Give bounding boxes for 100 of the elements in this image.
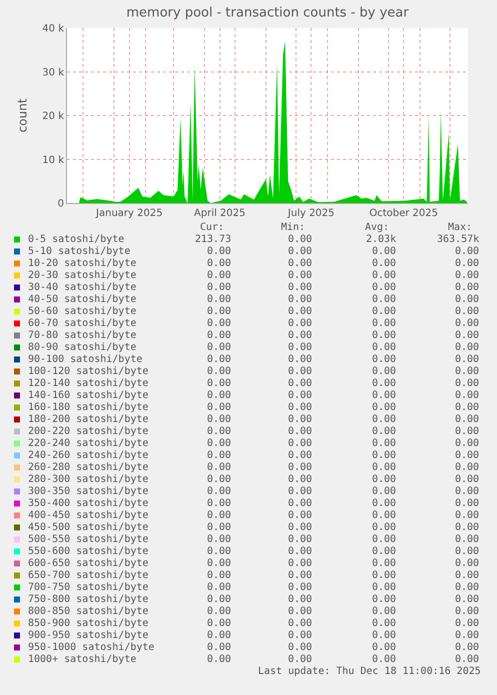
text: 0.00 (372, 282, 396, 293)
text: 0.00 (207, 426, 232, 437)
text: 0.00 (372, 654, 396, 665)
text: 0.00 (288, 390, 312, 401)
text: Max: (448, 222, 472, 233)
text: 0.00 (455, 558, 480, 569)
text: 0.00 (288, 462, 312, 473)
legend-label: 200-220 satoshi/byte (28, 426, 148, 437)
legend-label: 5-10 satoshi/byte (28, 246, 130, 257)
x-tick-label: October 2025 (369, 208, 438, 219)
text: 0.00 (288, 270, 312, 281)
text: 0.00 (207, 606, 232, 617)
text: 0.00 (372, 258, 396, 269)
legend-label: 950-1000 satoshi/byte (28, 642, 154, 653)
legend-label: 140-160 satoshi/byte (28, 390, 148, 401)
text: 0.00 (372, 618, 396, 629)
text: 0.00 (288, 582, 312, 593)
text: 0.00 (288, 438, 312, 449)
x-tick-label: April 2025 (194, 208, 246, 219)
text: 0.00 (455, 570, 480, 581)
text: 0.00 (372, 378, 396, 389)
text: 0.00 (455, 486, 480, 497)
text: 0.00 (455, 402, 480, 413)
y-tick-label: 30 k (42, 67, 64, 78)
text: Last update: Thu Dec 18 11:00:16 2025 (258, 666, 481, 677)
y-tick-label: 40 k (42, 24, 64, 34)
text: 0.00 (207, 570, 232, 581)
legend-label: 20-30 satoshi/byte (28, 270, 136, 281)
legend-label: 160-180 satoshi/byte (28, 402, 148, 413)
text: 0.00 (207, 318, 232, 329)
legend-label: 80-90 satoshi/byte (28, 342, 136, 353)
text: 0.00 (455, 342, 480, 353)
legend-label: 280-300 satoshi/byte (28, 474, 148, 485)
text: 0.00 (372, 642, 396, 653)
text: 0.00 (288, 258, 312, 269)
legend-label: 240-260 satoshi/byte (28, 450, 148, 461)
text: 0.00 (207, 522, 232, 533)
legend-label: 90-100 satoshi/byte (28, 354, 142, 365)
text: 0.00 (207, 558, 232, 569)
chart-title: memory pool - transaction counts - by year (126, 6, 410, 21)
text: 0.00 (207, 306, 232, 317)
text: 0.00 (207, 594, 232, 605)
y-tick-label: 20 k (42, 111, 64, 122)
y-tick-label: 10 k (42, 154, 64, 166)
text: 0.00 (455, 594, 480, 605)
text: 0.00 (455, 474, 480, 485)
text: 0.00 (372, 390, 396, 401)
text: 0.00 (455, 462, 480, 473)
text: 0.00 (455, 546, 480, 557)
text: Cur: (200, 222, 224, 233)
text: 0.00 (207, 414, 232, 425)
text: 0.00 (288, 414, 312, 425)
text: 0.00 (372, 366, 396, 377)
text: 0.00 (207, 642, 232, 653)
legend-label: 1000+ satoshi/byte (28, 654, 136, 665)
text: 0.00 (207, 498, 232, 509)
text: 0.00 (288, 570, 312, 581)
text: 0.00 (288, 558, 312, 569)
text: 0.00 (288, 426, 312, 437)
text: 0.00 (372, 402, 396, 413)
text: 0.00 (288, 474, 312, 485)
text: 0.00 (372, 534, 396, 545)
x-tick-label: January 2025 (95, 208, 163, 219)
text: 0.00 (288, 450, 312, 461)
text: 0.00 (207, 330, 232, 341)
text: 0.00 (207, 486, 232, 497)
text: 363.57k (437, 234, 480, 245)
text: 0.00 (455, 258, 480, 269)
legend-label: 70-80 satoshi/byte (28, 330, 136, 341)
text: 0.00 (455, 390, 480, 401)
text: 0.00 (372, 246, 396, 257)
text: 0.00 (455, 582, 480, 593)
text: 0.00 (372, 294, 396, 305)
x-tick-label: July 2025 (286, 208, 335, 219)
text: 0.00 (207, 510, 232, 521)
legend-label: 750-800 satoshi/byte (28, 594, 148, 605)
text: 0.00 (207, 654, 232, 665)
text: 0.00 (207, 366, 232, 377)
legend-label: 180-200 satoshi/byte (28, 414, 148, 425)
text: 0.00 (372, 486, 396, 497)
text: 0.00 (207, 630, 232, 641)
text: 0.00 (207, 354, 232, 365)
text: 0.00 (288, 318, 312, 329)
text: 0.00 (288, 594, 312, 605)
text: 0.00 (455, 354, 480, 365)
text: 213.73 (195, 234, 232, 245)
text: 0.00 (455, 642, 480, 653)
text: 0.00 (288, 402, 312, 413)
text: 0.00 (455, 318, 480, 329)
text: 0.00 (207, 546, 232, 557)
text: 0.00 (288, 366, 312, 377)
legend-label: 700-750 satoshi/byte (28, 582, 148, 593)
text: 0.00 (455, 246, 480, 257)
text: 0.00 (207, 462, 232, 473)
text: 0.00 (207, 582, 232, 593)
legend-label: 40-50 satoshi/byte (28, 294, 136, 305)
text: 0.00 (372, 558, 396, 569)
text: 0.00 (372, 450, 396, 461)
legend-label: 50-60 satoshi/byte (28, 306, 136, 317)
legend-label: 60-70 satoshi/byte (28, 318, 136, 329)
